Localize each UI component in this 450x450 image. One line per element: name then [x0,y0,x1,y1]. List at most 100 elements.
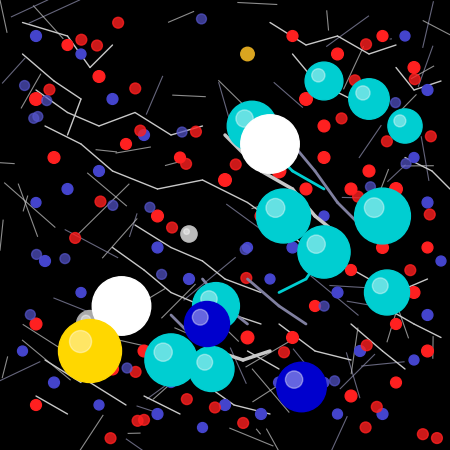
Circle shape [107,94,118,104]
Circle shape [81,315,90,325]
Circle shape [121,139,131,149]
Circle shape [345,390,357,402]
Circle shape [277,362,326,412]
Circle shape [94,166,104,176]
Circle shape [377,242,388,253]
Circle shape [350,75,360,86]
Circle shape [418,429,428,440]
Circle shape [175,152,185,163]
Circle shape [355,346,365,356]
Circle shape [92,40,103,51]
Circle shape [210,402,220,413]
Circle shape [130,366,141,377]
Circle shape [108,200,118,210]
Circle shape [391,377,401,388]
Circle shape [210,354,222,366]
Circle shape [300,183,312,195]
Circle shape [332,287,343,298]
Circle shape [241,273,252,284]
Circle shape [58,320,122,382]
Circle shape [371,401,382,412]
Circle shape [166,222,177,233]
Circle shape [309,253,319,263]
Circle shape [197,355,212,370]
Circle shape [333,409,342,419]
Circle shape [336,113,347,124]
Circle shape [318,152,330,163]
Circle shape [166,378,176,387]
Circle shape [76,49,86,59]
Circle shape [42,96,52,106]
Circle shape [220,400,230,410]
Circle shape [177,127,187,137]
Circle shape [360,422,371,433]
Circle shape [319,378,329,387]
Circle shape [283,390,293,400]
Circle shape [312,69,325,82]
Circle shape [285,371,303,388]
Circle shape [307,235,325,253]
Circle shape [256,189,310,243]
Circle shape [49,377,59,388]
Circle shape [62,184,73,194]
Circle shape [361,340,372,351]
Circle shape [240,244,250,254]
Circle shape [408,287,420,298]
Circle shape [30,318,42,330]
Circle shape [298,226,350,278]
Circle shape [301,400,311,410]
Circle shape [193,310,208,325]
Circle shape [184,302,230,346]
Circle shape [199,360,209,370]
Circle shape [265,274,275,284]
Circle shape [175,346,185,356]
Circle shape [377,31,388,41]
Circle shape [95,196,106,207]
Circle shape [356,86,370,100]
Circle shape [318,120,330,132]
Circle shape [373,278,388,294]
Circle shape [139,414,149,425]
Circle shape [184,274,194,284]
Circle shape [157,270,166,279]
Circle shape [353,191,364,202]
Circle shape [364,220,374,230]
Circle shape [425,131,436,142]
Circle shape [287,242,298,253]
Circle shape [300,93,312,105]
Circle shape [190,126,201,137]
Circle shape [422,310,433,320]
Circle shape [40,256,50,266]
Circle shape [382,136,392,147]
Circle shape [424,209,435,220]
Circle shape [60,254,70,264]
Circle shape [345,183,357,195]
Circle shape [282,395,293,405]
Circle shape [94,400,104,410]
Circle shape [121,319,131,329]
Circle shape [405,265,416,275]
Circle shape [360,39,371,50]
Circle shape [319,211,329,221]
Circle shape [432,432,442,443]
Circle shape [135,125,146,136]
Circle shape [181,394,192,405]
Circle shape [349,79,389,119]
Circle shape [193,283,239,329]
Circle shape [48,152,60,163]
Circle shape [122,363,132,373]
Circle shape [201,291,217,307]
Circle shape [139,130,149,140]
Circle shape [25,310,35,320]
Circle shape [62,40,73,50]
Circle shape [266,198,285,217]
Circle shape [227,101,277,151]
Circle shape [408,62,420,73]
Circle shape [274,377,284,388]
Circle shape [138,345,150,357]
Circle shape [70,233,81,243]
Circle shape [391,319,401,329]
Circle shape [355,188,410,244]
Circle shape [400,31,410,41]
Circle shape [279,347,289,358]
